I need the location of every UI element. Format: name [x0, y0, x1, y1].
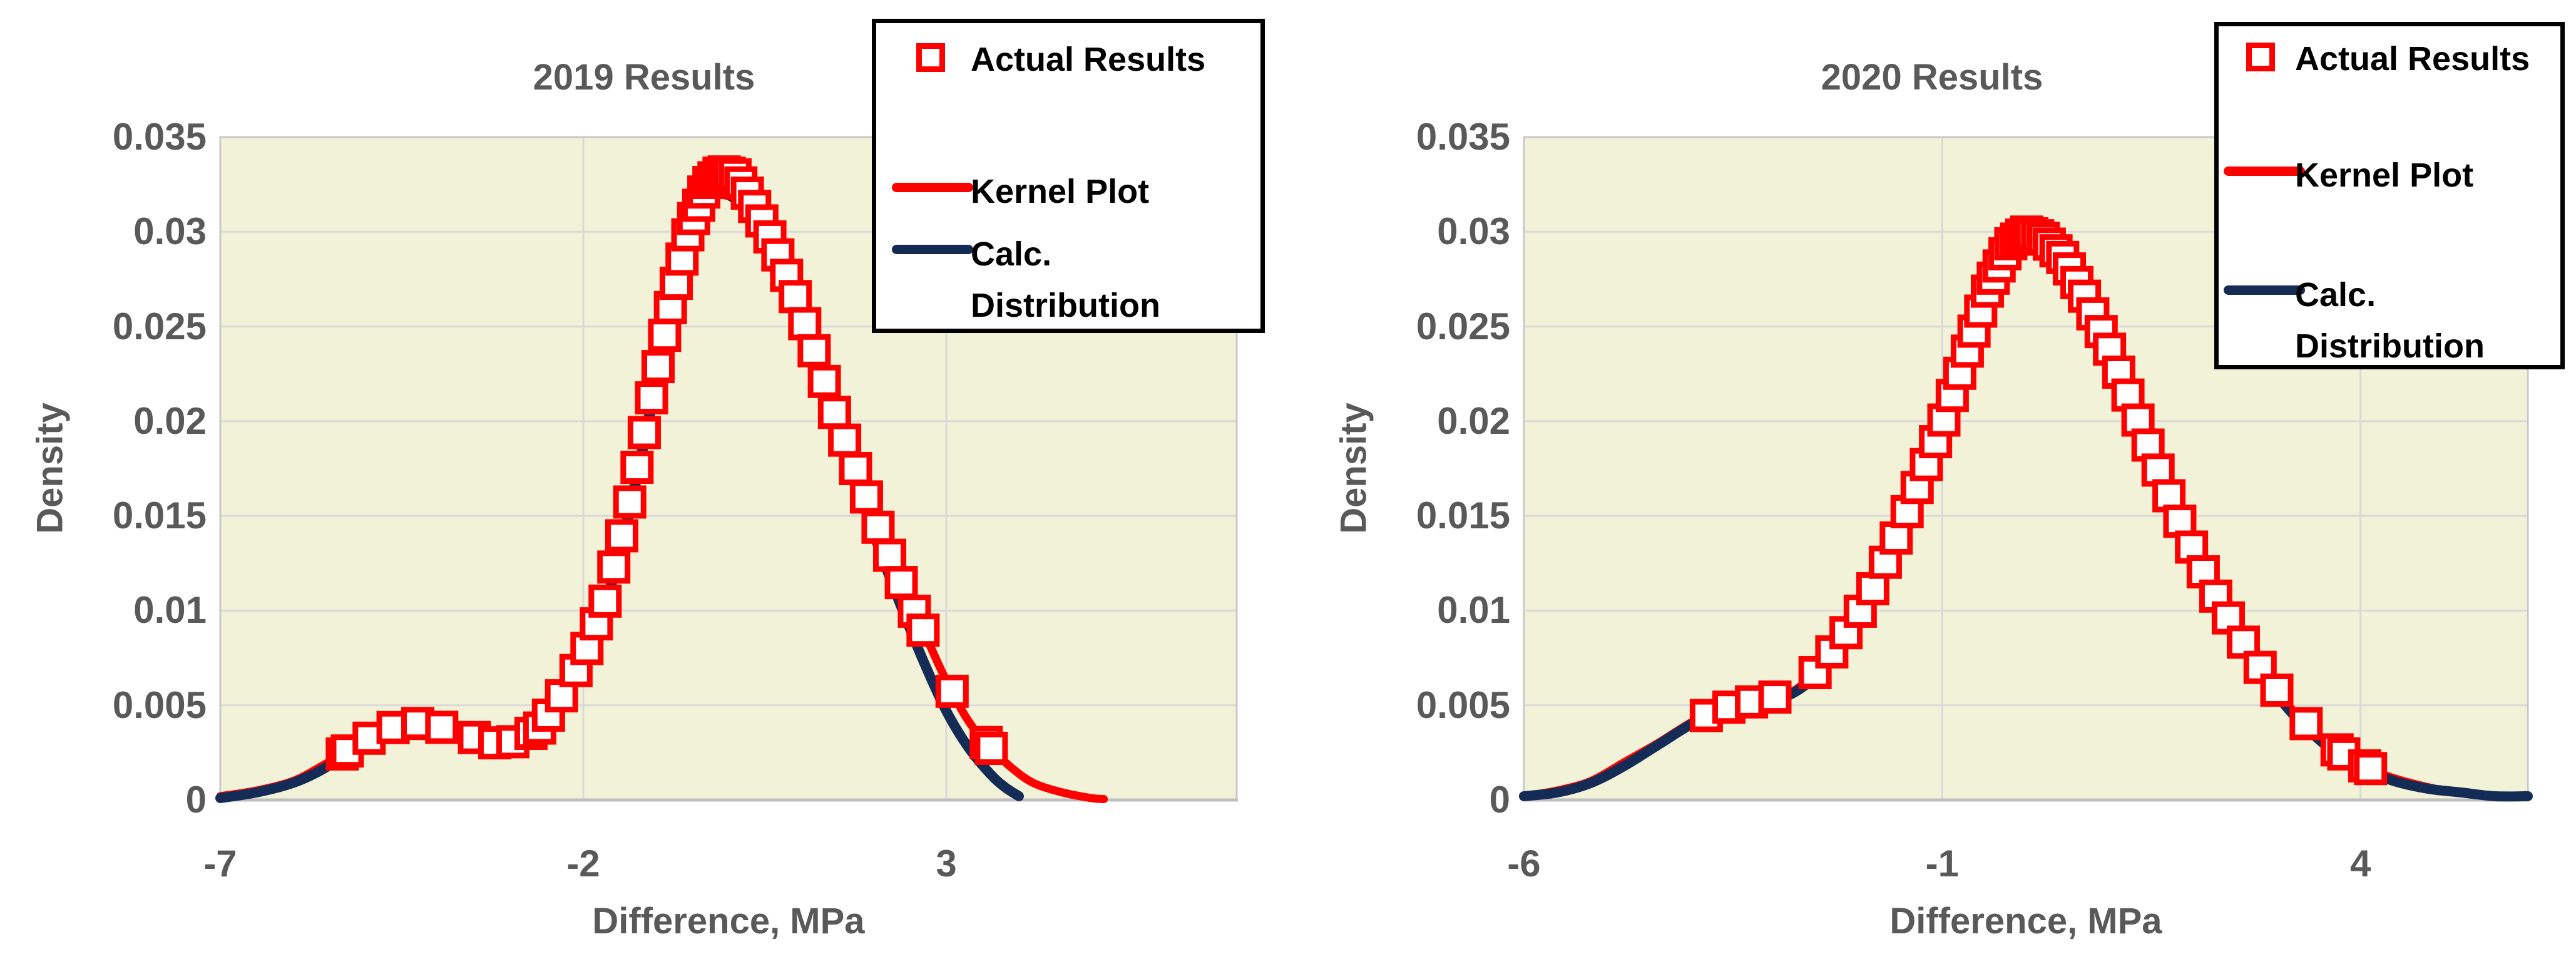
actual-result-marker	[597, 550, 631, 584]
calc-distribution-line-icon	[892, 245, 973, 254]
actual-result-marker	[873, 538, 907, 572]
legend-label-calc-distribution: Calc. Distribution	[971, 235, 1160, 324]
actual-result-marker	[605, 519, 638, 553]
legend: Actual Results Kernel Plot Calc. Distrib…	[872, 19, 1265, 333]
actual-result-marker	[2354, 752, 2388, 786]
y-tick-label: 0.005	[1416, 684, 1510, 726]
y-tick-label: 0.03	[133, 210, 207, 253]
legend-label-actual-results: Actual Results	[2295, 40, 2530, 78]
y-tick-label: 0.03	[1437, 210, 1510, 253]
actual-result-marker	[588, 584, 622, 618]
actual-result-marker	[935, 674, 969, 708]
actual-result-marker	[974, 731, 1008, 765]
actual-result-marker	[1758, 680, 1792, 714]
actual-result-marker	[797, 334, 831, 367]
x-axis-title: Difference, MPa	[1889, 901, 2162, 941]
actual-result-marker	[641, 350, 675, 384]
actual-result-marker	[849, 480, 883, 514]
y-tick-label: 0.01	[1437, 589, 1510, 632]
y-tick-label: 0.005	[112, 684, 207, 726]
y-tick-label: 0.025	[1416, 305, 1510, 347]
x-tick-label: -7	[203, 843, 237, 885]
legend-label-actual-results: Actual Results	[971, 41, 1206, 78]
legend-label-kernel-plot: Kernel Plot	[2295, 156, 2474, 194]
actual-result-marker	[648, 319, 682, 352]
y-tick-label: 0.035	[1416, 116, 1510, 158]
actual-result-marker	[828, 423, 862, 457]
y-tick-label: 0.025	[112, 305, 207, 347]
actual-result-marker	[2260, 674, 2294, 707]
actual-results-marker-icon	[916, 43, 945, 72]
x-tick-label: -6	[1507, 843, 1541, 885]
actual-result-marker	[884, 566, 918, 600]
y-tick-label: 0.035	[112, 116, 207, 158]
actual-result-marker	[807, 364, 841, 398]
y-tick-label: 0	[1489, 779, 1510, 821]
y-tick-label: 0.015	[1416, 495, 1510, 537]
y-tick-label: 0.02	[133, 399, 207, 442]
actual-result-marker	[627, 416, 661, 449]
x-tick-label: -2	[566, 843, 600, 885]
y-tick-label: 0.015	[112, 495, 207, 537]
legend-label-calc-distribution: Calc. Distribution	[2295, 276, 2485, 365]
actual-result-marker	[1879, 521, 1913, 555]
actual-result-marker	[2243, 650, 2277, 684]
y-tick-label: 0.02	[1437, 399, 1510, 442]
actual-result-marker	[788, 307, 822, 341]
chart-2019: 2019 Results Density Difference, MPa Act…	[30, 19, 1265, 941]
y-tick-label: 0.01	[133, 589, 207, 632]
x-tick-label: 3	[936, 843, 957, 885]
chart-title: 2020 Results	[1821, 57, 2043, 98]
actual-result-marker	[906, 613, 940, 647]
actual-result-marker	[861, 510, 895, 544]
x-tick-label: 4	[2349, 843, 2371, 885]
actual-result-marker	[779, 280, 812, 314]
x-tick-label: -1	[1925, 843, 1960, 885]
legend: Actual Results Kernel Plot Calc. Distrib…	[2214, 22, 2565, 369]
actual-result-marker	[613, 485, 647, 519]
kernel-plot-line-icon	[2224, 167, 2305, 176]
actual-result-marker	[2289, 707, 2323, 741]
calc-distribution-line-icon	[2224, 285, 2305, 295]
actual-result-marker	[2084, 315, 2118, 349]
y-tick-label: 0	[185, 779, 207, 821]
legend-label-kernel-plot: Kernel Plot	[971, 173, 1150, 210]
actual-result-marker	[1856, 572, 1889, 606]
actual-result-marker	[635, 381, 668, 415]
actual-results-marker-icon	[2246, 43, 2275, 71]
x-axis-title: Difference, MPa	[592, 901, 865, 941]
chart-2020: 2020 Results Density Difference, MPa Act…	[1288, 0, 2576, 959]
actual-result-marker	[817, 396, 851, 429]
actual-result-marker	[839, 452, 872, 485]
actual-result-marker	[425, 710, 459, 744]
chart-title: 2019 Results	[533, 57, 755, 98]
kernel-plot-line-icon	[892, 183, 973, 192]
actual-result-marker	[620, 450, 654, 484]
